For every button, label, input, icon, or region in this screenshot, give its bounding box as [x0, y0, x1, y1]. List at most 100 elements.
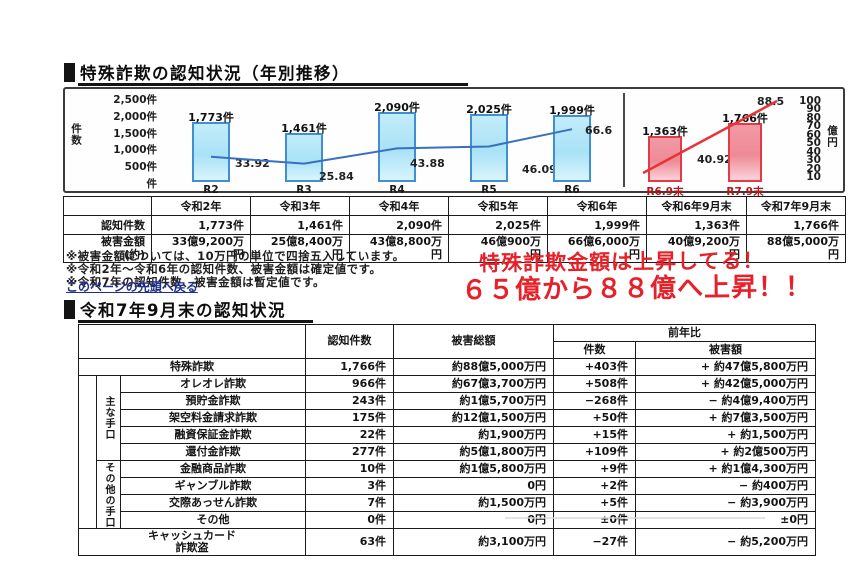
cell-yoy-cases: +9件: [553, 460, 636, 478]
table-row: 交際あっせん詐欺 7件 約1,500万円 +5件 − 約3,900万円: [79, 494, 816, 512]
line-value-label: 40.92: [697, 153, 732, 166]
bar: [192, 122, 230, 182]
cell-yoy-cases: ±0件: [553, 511, 636, 529]
table-row: キャッシュカード 詐欺盗 63件 約3,100万円 −27件 − 約5,200万…: [78, 527, 816, 557]
cell-cases: 7件: [305, 494, 394, 512]
spacer-cell: [78, 375, 97, 529]
cell-yoy-damage: − 約5,200万円: [635, 527, 816, 557]
y-axis-tick: 2,500件: [113, 94, 157, 106]
x-axis-label: R4: [389, 184, 405, 196]
cases-value: 2,090件: [349, 215, 449, 235]
table-row: 認知件数 1,773件 1,461件 2,090件 2,025件 1,999件 …: [63, 215, 846, 235]
y2-axis-tick: 80: [806, 111, 821, 124]
y-axis-tick: 件: [146, 178, 158, 190]
bar-value-label: 2,090件: [374, 100, 420, 114]
title-underline: [78, 320, 313, 323]
cell-yoy-damage: + 約47億5,800万円: [635, 358, 816, 376]
title-bullet-icon: [64, 299, 75, 319]
detail-header-yoy-damage: 被害額: [635, 341, 816, 359]
row-label: キャッシュカード 詐欺盗: [78, 527, 306, 557]
section-title-september: 令和7年9月末の認知状況: [64, 297, 286, 321]
cell-cases: 966件: [305, 375, 394, 393]
row-label: ギャンブル詐欺: [120, 477, 306, 495]
cell-yoy-cases: +403件: [553, 358, 636, 376]
cell-yoy-cases: −27件: [553, 527, 636, 557]
x-axis-label: R3: [296, 184, 312, 196]
cell-damage: 約1億5,700万円: [393, 392, 554, 410]
table-row: その他の手口 金融商品詐欺 10件 約1億5,800万円 +9件 + 約1億4,…: [79, 460, 816, 529]
cell-yoy-cases: +109件: [553, 443, 636, 461]
detail-header-cases: 認知件数: [305, 324, 394, 359]
x-axis-label: R7.9末: [726, 186, 764, 198]
y2-axis-tick: 40: [806, 145, 821, 158]
group-label-other: その他の手口: [96, 460, 121, 529]
x-axis-label: R6.9末: [646, 186, 684, 198]
y2-axis-tick: 70: [806, 120, 821, 133]
cell-cases: 243件: [305, 392, 394, 410]
y-axis-tick: 1,000件: [113, 144, 157, 157]
cell-cases: 22件: [305, 426, 394, 444]
bar: [378, 111, 416, 182]
y-axis-tick: 500件: [124, 161, 157, 174]
cell-damage: 約1億5,800万円: [393, 460, 554, 478]
cell-yoy-cases: +50件: [553, 409, 636, 427]
damage-value: 43億8,800万 円: [349, 233, 449, 264]
damage-value: 66億6,000万 円: [547, 233, 647, 264]
row-label: 架空料金請求詐欺: [120, 409, 306, 427]
y2-axis-tick: 50: [806, 137, 821, 150]
row-label: 還付金詐欺: [120, 443, 306, 461]
y-axis-tick: 2,000件: [113, 110, 157, 123]
annotation-line2: ６５億から８８億へ上昇！！: [460, 272, 813, 306]
cell-damage: 約1,500万円: [393, 494, 554, 512]
bar-value-label: 1,363件: [642, 125, 688, 139]
cell-damage: 約12億1,500万円: [393, 409, 554, 427]
y2-axis-tick: 20: [806, 162, 821, 175]
row-label: 金融商品詐欺: [120, 460, 306, 478]
bar: [648, 136, 682, 182]
cell-yoy-cases: −268件: [553, 392, 636, 410]
y2-axis-tick: 30: [806, 154, 821, 167]
title-bullet-icon: [64, 62, 75, 82]
line-value-label: 46.09: [522, 163, 557, 176]
x-axis-label: R2: [203, 184, 219, 196]
cell-yoy-damage: ±0円: [635, 511, 816, 529]
table-row: ギャンブル詐欺 3件 0円 +2件 − 約400万円: [79, 477, 816, 495]
cases-value: 1,773件: [151, 215, 251, 235]
title-underline: [78, 83, 468, 86]
back-to-top-link[interactable]: このページの先頭へ戻る: [66, 280, 198, 294]
row-label-cases: 認知件数: [63, 215, 152, 235]
damage-value: 46億900万 円: [448, 233, 548, 264]
line-value-label: 66.6: [585, 124, 613, 137]
y2-axis-tick: 90: [806, 103, 821, 116]
summary-col-header: 令和2年: [151, 196, 251, 216]
row-label: 交際あっせん詐欺: [120, 494, 306, 512]
detail-header-yoy: 前年比: [553, 324, 816, 342]
table-row: その他 0件 0円 ±0件 ±0円: [79, 511, 816, 529]
y2-axis-tick: 10: [806, 171, 821, 183]
detail-header-damage: 被害総額: [393, 324, 554, 359]
yearly-summary-table: 令和2年 令和3年 令和4年 令和5年 令和6年 令和6年9月末 令和7年9月末…: [63, 196, 846, 264]
y2-axis-tick: 60: [806, 128, 821, 141]
cases-value: 2,025件: [448, 215, 548, 235]
summary-col-header: 令和5年: [448, 196, 548, 216]
damage-value: 33億9,200万 円: [151, 233, 251, 264]
cell-yoy-damage: + 約42億5,000万円: [635, 375, 816, 393]
group-label-main: 主な手口: [96, 375, 121, 461]
damage-value: 40億9,200万 円: [646, 233, 747, 264]
cell-yoy-cases: +15件: [553, 426, 636, 444]
line-value-label: 88.5: [757, 95, 785, 108]
cell-yoy-damage: + 約1,500万円: [635, 426, 816, 444]
cell-cases: 0件: [305, 511, 394, 529]
cell-yoy-damage: + 約1億4,300万円: [635, 460, 816, 478]
cases-value: 1,766件: [746, 215, 846, 235]
table-row: 融資保証金詐欺 22件 約1,900万円 +15件 + 約1,500万円: [79, 426, 816, 444]
summary-blank-header: [63, 196, 152, 216]
note-line: ※令和7年の認知件数、被害金額は暫定値です。: [66, 275, 326, 289]
table-row: 預貯金詐欺 243件 約1億5,700万円 −268件 − 約4億9,400万円: [79, 392, 816, 410]
cell-damage: 0円: [393, 477, 554, 495]
bar: [728, 122, 762, 182]
cell-yoy-cases: +508件: [553, 375, 636, 393]
summary-col-header: 令和7年9月末: [746, 196, 846, 216]
cell-cases: 63件: [305, 527, 394, 557]
